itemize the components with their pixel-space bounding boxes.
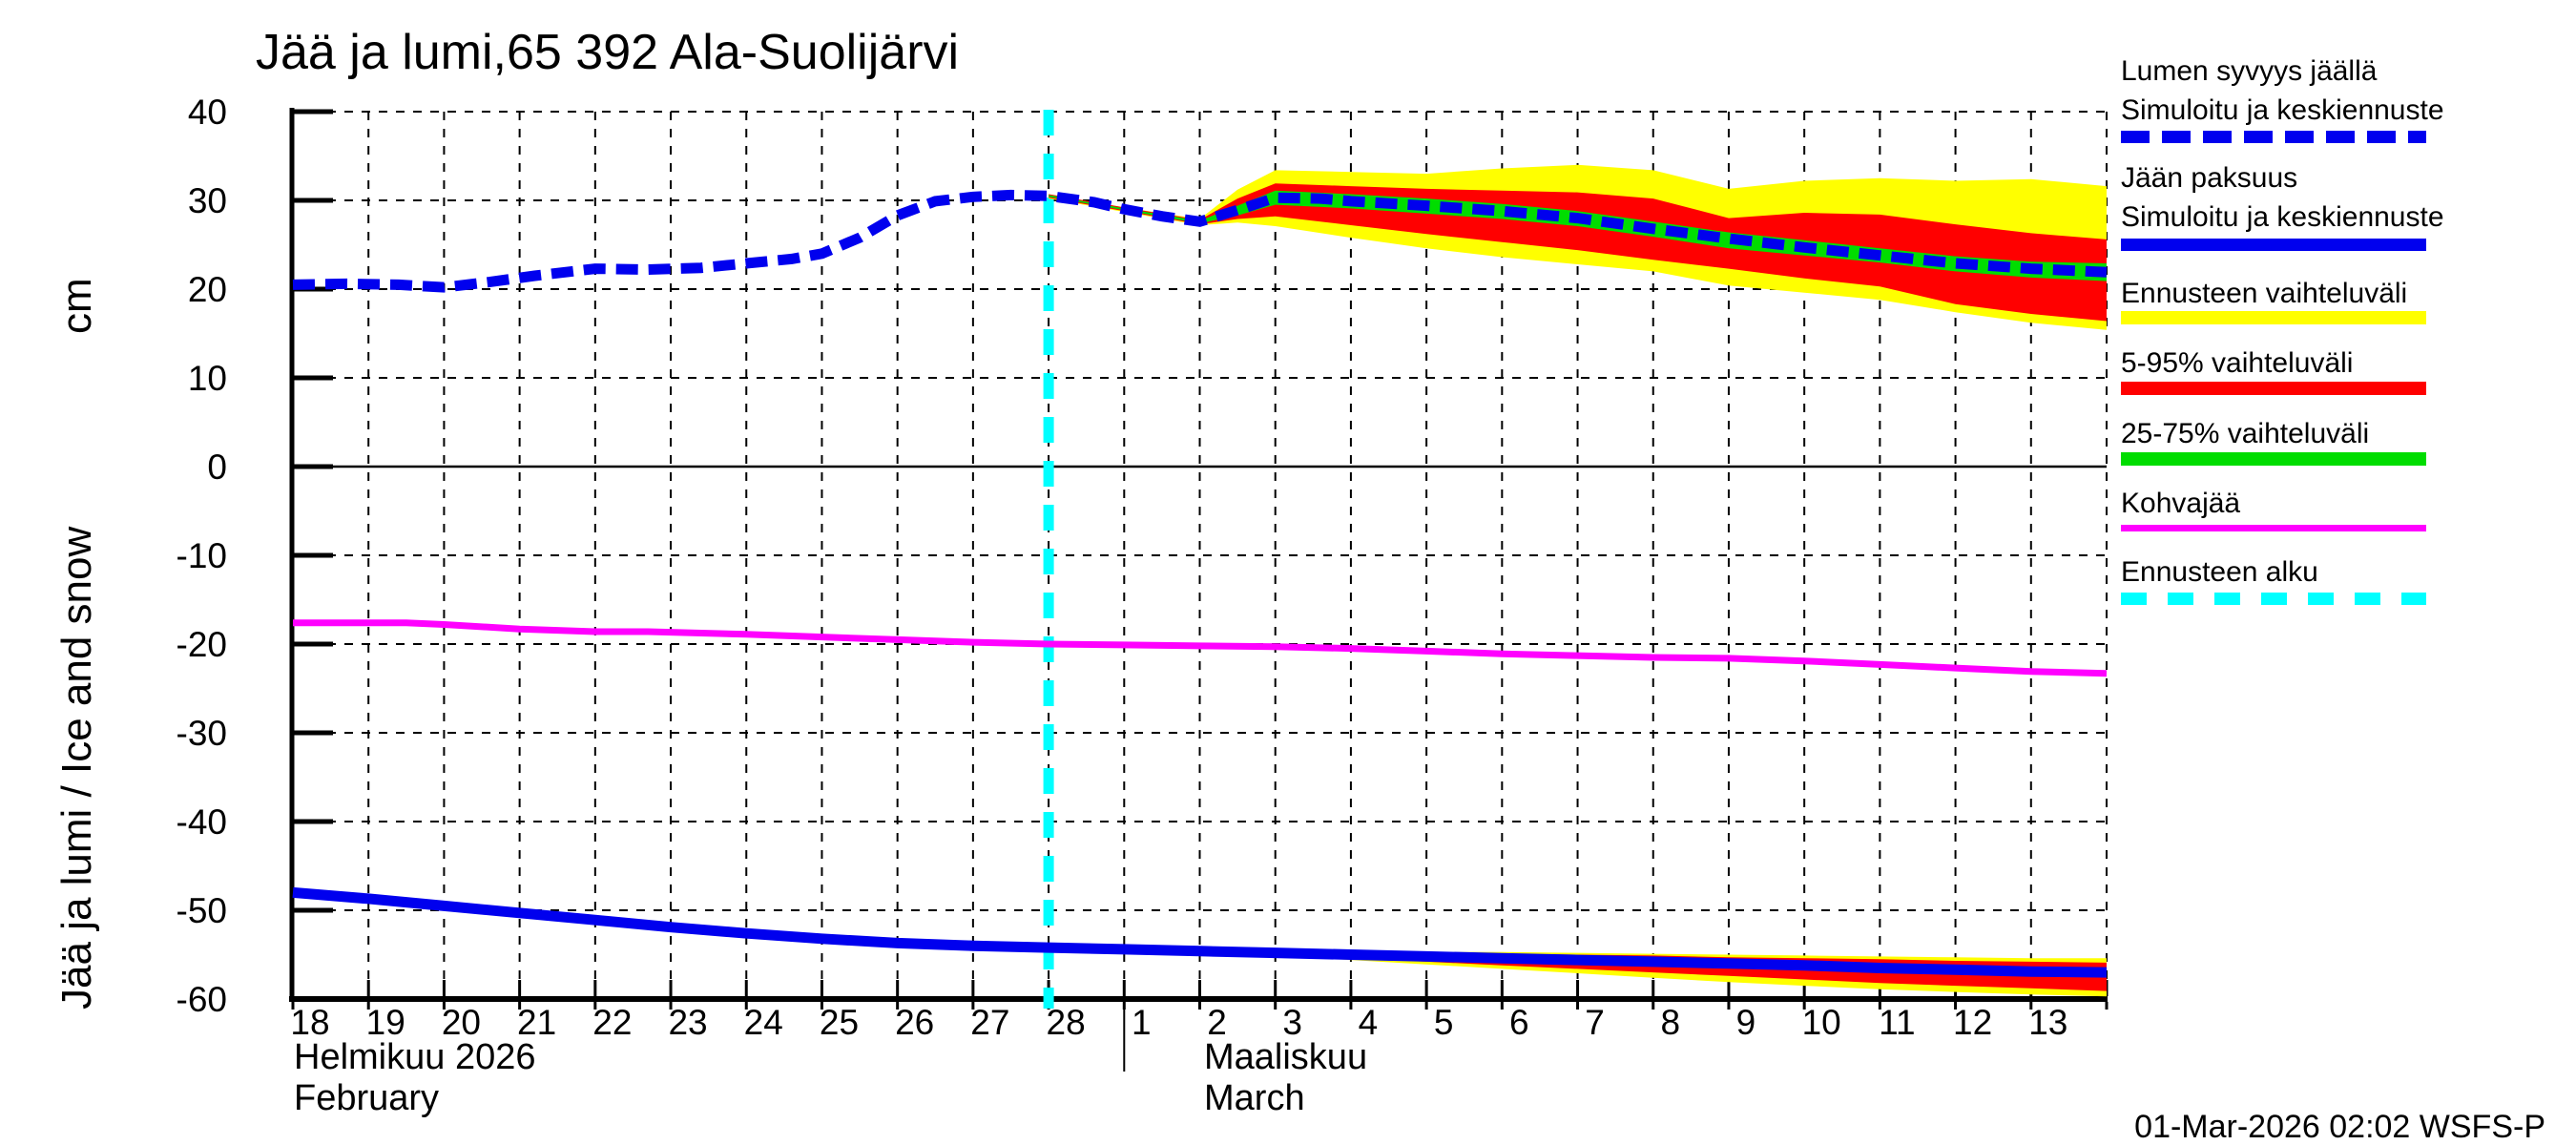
y-tick-label: -40 bbox=[177, 802, 227, 842]
x-tick-label: 20 bbox=[442, 1003, 481, 1042]
x-tick-label: 26 bbox=[895, 1003, 934, 1042]
month-label-march-en: March bbox=[1204, 1078, 1305, 1118]
x-tick-label: 21 bbox=[517, 1003, 556, 1042]
x-tick-label: 25 bbox=[820, 1003, 859, 1042]
x-tick-label: 12 bbox=[1953, 1003, 1992, 1042]
y-axis-unit-label: cm bbox=[53, 278, 100, 334]
y-tick-label: 0 bbox=[207, 448, 227, 487]
legend-sample-25-75-range bbox=[2121, 452, 2426, 466]
y-tick-label: -50 bbox=[177, 891, 227, 930]
x-tick-label: 9 bbox=[1736, 1003, 1756, 1042]
legend-sample-forecast-start-line bbox=[2121, 593, 2426, 605]
month-label-february-fi: Helmikuu 2026 bbox=[294, 1037, 536, 1077]
kohvajaa-line bbox=[293, 619, 2108, 677]
legend-label-snow-depth-sub: Simuloitu ja keskiennuste bbox=[2121, 94, 2444, 126]
legend-sample-kohvajaa-line bbox=[2121, 525, 2426, 531]
legend-label-forecast-range: Ennusteen vaihteluväli bbox=[2121, 278, 2408, 309]
x-tick-label: 8 bbox=[1660, 1003, 1680, 1042]
snow-band-green bbox=[1049, 190, 2107, 281]
y-tick-label: 10 bbox=[188, 359, 227, 398]
x-tick-label: 27 bbox=[970, 1003, 1009, 1042]
x-tick-label: 22 bbox=[592, 1003, 632, 1042]
x-tick-label: 23 bbox=[668, 1003, 707, 1042]
x-tick-label: 2 bbox=[1207, 1003, 1227, 1042]
month-label-february-en: February bbox=[294, 1078, 440, 1118]
x-tick-label: 5 bbox=[1434, 1003, 1454, 1042]
x-tick-label: 11 bbox=[1879, 1003, 1915, 1042]
x-tick-label: 19 bbox=[366, 1003, 405, 1042]
legend-label-5-95-range: 5-95% vaihteluväli bbox=[2121, 347, 2354, 379]
x-tick-label: 3 bbox=[1282, 1003, 1302, 1042]
legend-label-kohvajaa: Kohvajää bbox=[2121, 488, 2241, 519]
legend-label-snow-depth: Lumen syvyys jäällä bbox=[2121, 55, 2378, 87]
legend-sample-snow-depth-line bbox=[2121, 131, 2426, 143]
y-axis-label: Jää ja lumi / Ice and snow bbox=[53, 526, 100, 1010]
y-tick-label: 40 bbox=[188, 93, 227, 132]
legend-sample-ice-thickness-line bbox=[2121, 239, 2426, 251]
legend-label-ice-thickness-sub: Simuloitu ja keskiennuste bbox=[2121, 201, 2444, 233]
y-tick-label: -20 bbox=[177, 625, 227, 664]
x-tick-label: 28 bbox=[1047, 1003, 1086, 1042]
snow-band-red bbox=[1049, 183, 2107, 322]
legend-label-25-75-range: 25-75% vaihteluväli bbox=[2121, 418, 2370, 449]
y-tick-label: 30 bbox=[188, 181, 227, 220]
x-tick-label: 7 bbox=[1585, 1003, 1605, 1042]
x-tick-label: 18 bbox=[290, 1003, 329, 1042]
y-tick-label: -60 bbox=[177, 980, 227, 1019]
month-label-march-fi: Maaliskuu bbox=[1204, 1037, 1368, 1077]
y-tick-label: -30 bbox=[177, 714, 227, 753]
legend-sample-forecast-range bbox=[2121, 311, 2426, 324]
x-tick-label: 4 bbox=[1359, 1003, 1379, 1042]
x-tick-label: 24 bbox=[744, 1003, 783, 1042]
timestamp-label: 01-Mar-2026 02:02 WSFS-P bbox=[2134, 1109, 2545, 1145]
x-tick-label: 10 bbox=[1802, 1003, 1841, 1042]
legend-sample-5-95-range bbox=[2121, 382, 2426, 395]
legend-label-ice-thickness: Jään paksuus bbox=[2121, 162, 2298, 194]
snow-depth-line bbox=[292, 189, 2108, 293]
x-tick-label: 1 bbox=[1132, 1003, 1152, 1042]
chart-title: Jää ja lumi,65 392 Ala-Suolijärvi bbox=[256, 25, 960, 80]
x-tick-label: 13 bbox=[2028, 1003, 2067, 1042]
legend-label-forecast-start: Ennusteen alku bbox=[2121, 556, 2318, 588]
x-tick-label: 6 bbox=[1509, 1003, 1529, 1042]
y-tick-label: 20 bbox=[188, 270, 227, 309]
ice-thickness-line bbox=[292, 886, 2108, 978]
y-tick-label: -10 bbox=[177, 536, 227, 575]
